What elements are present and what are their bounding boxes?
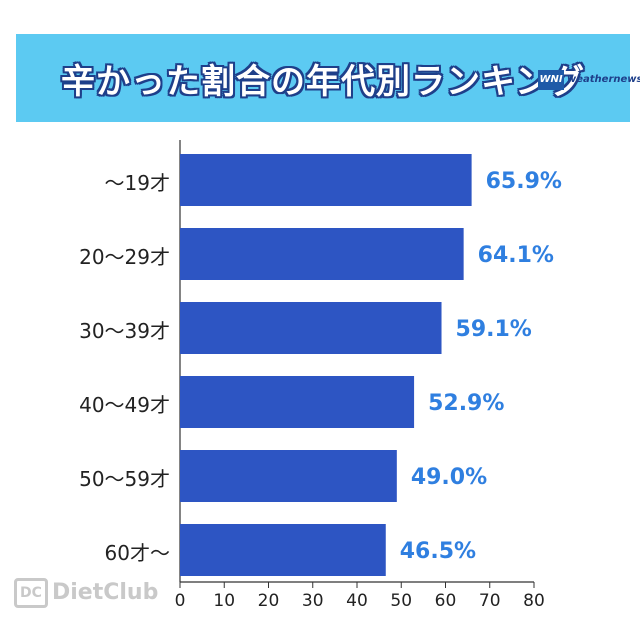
y-category-label: 40〜49才 (79, 393, 170, 417)
x-tick-label: 30 (302, 591, 324, 611)
dietclub-watermark: DC DietClub (14, 578, 158, 608)
x-tick-label: 80 (523, 591, 545, 611)
bar (180, 228, 464, 280)
y-category-label: 50〜59才 (79, 467, 170, 491)
x-tick-label: 10 (213, 591, 235, 611)
x-tick-label: 60 (435, 591, 457, 611)
weathernews-logo-icon: WNI (538, 70, 564, 90)
data-label: 65.9% (486, 169, 562, 194)
bar (180, 154, 472, 206)
weathernews-logo-text: weathernews (567, 74, 640, 85)
chart-title: 辛かった割合の年代別ランキング (61, 62, 585, 102)
y-category-label: 〜19才 (104, 171, 170, 195)
data-label: 64.1% (478, 243, 554, 268)
x-tick-label: 40 (346, 591, 368, 611)
x-tick-label: 50 (390, 591, 412, 611)
data-label-outline: 46.5% (400, 539, 476, 564)
y-category-label: 20〜29才 (79, 245, 170, 269)
data-label-outline: 52.9% (428, 391, 504, 416)
x-tick-label: 0 (175, 591, 186, 611)
data-label-outline: 59.1% (456, 317, 532, 342)
data-label: 49.0% (411, 465, 487, 490)
data-label-outline: 65.9% (486, 169, 562, 194)
y-category-label: 60才〜 (104, 541, 170, 565)
title-banner: 辛かった割合の年代別ランキング WNI weathernews (16, 34, 640, 122)
y-category-label: 30〜39才 (79, 319, 170, 343)
data-label: 59.1% (456, 317, 532, 342)
x-tick-label: 20 (258, 591, 280, 611)
watermark-text: DietClub (52, 580, 159, 605)
data-label-outline: 64.1% (478, 243, 554, 268)
data-label: 46.5% (400, 539, 476, 564)
bar (180, 376, 415, 428)
data-label: 52.9% (428, 391, 504, 416)
x-tick-label: 70 (479, 591, 501, 611)
data-label-outline: 49.0% (411, 465, 487, 490)
bar (180, 524, 386, 576)
dietclub-logo-icon: DC (14, 578, 48, 608)
bar (180, 450, 397, 502)
bar (180, 302, 442, 354)
